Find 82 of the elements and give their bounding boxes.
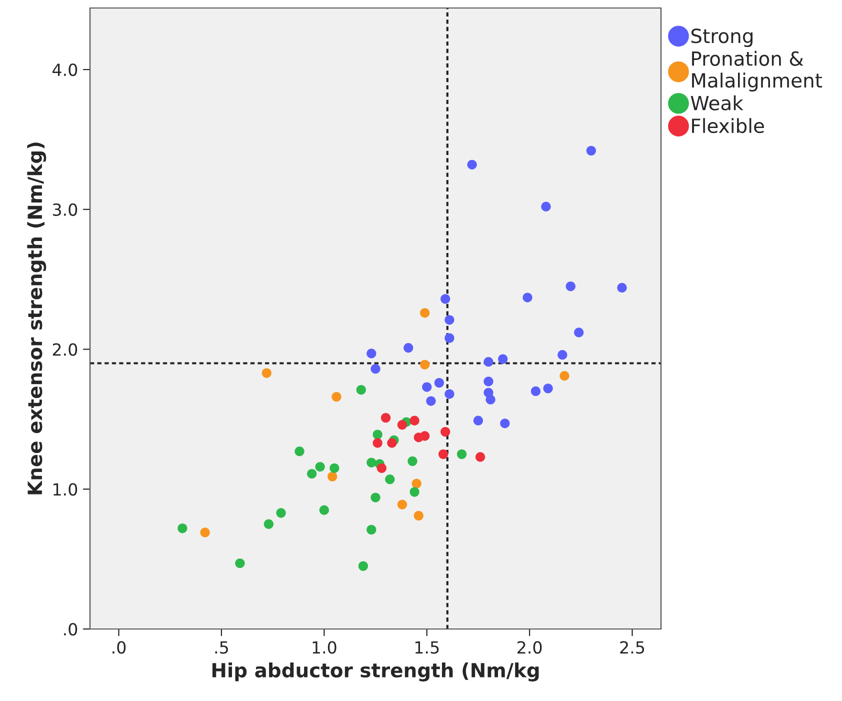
point [484,357,494,367]
legend-label: Weak [690,95,744,110]
point [262,368,272,378]
point [294,446,304,456]
point [330,463,340,473]
x-tick-label: 1.5 [415,641,439,654]
point [358,561,368,571]
point [307,468,317,479]
y-tick-label: 1.0 [54,483,78,496]
x-tick-label: 1.0 [312,641,336,654]
point [498,354,508,364]
point [366,348,376,358]
point [408,456,418,466]
legend-label: Strong [691,28,752,48]
point [434,378,444,388]
point [566,282,576,292]
point [574,328,584,338]
y-tick-label: 2.0 [52,343,78,356]
y-axis-title: Knee extensor strength (Nm/kg) [27,142,46,494]
point [410,487,420,497]
y-tick-label: 3.0 [52,203,78,216]
x-tick-label: .5 [215,641,228,654]
point [412,478,422,488]
point [372,438,382,448]
point [366,524,376,535]
point [473,416,484,426]
point [467,160,477,170]
point [484,376,494,386]
point [486,394,496,404]
point [440,426,450,437]
point [385,474,395,484]
point [617,282,627,293]
point [500,418,510,428]
point [586,146,596,156]
point [356,385,366,395]
point [328,472,338,482]
point [420,360,430,370]
point [456,449,467,459]
point [558,350,568,360]
point [315,462,325,472]
point [397,500,408,510]
x-axis-title: Hip abductor strength (Nm/kg [212,662,539,682]
point [276,508,286,518]
point [444,389,454,399]
point [541,202,551,212]
point [560,371,570,381]
point [404,343,414,353]
point [444,315,454,325]
point [387,438,397,448]
point [397,420,408,430]
point [178,523,188,534]
legend-label: Flexible [692,118,764,134]
legend-label: Pronation & Malalignment [692,50,822,92]
point [410,416,420,426]
point [235,558,245,568]
point [200,528,210,538]
point [370,492,380,502]
point [376,463,386,473]
point [264,519,274,529]
point [420,308,430,318]
x-tick-label: .0 [112,641,126,654]
point [444,333,454,343]
point [440,294,450,304]
point [422,382,432,392]
point [380,412,391,423]
point [370,364,380,374]
point [414,510,424,521]
point [420,431,430,441]
point [366,458,376,468]
point [522,292,532,302]
point [319,505,329,515]
x-tick-label: 2.5 [620,641,644,654]
point [543,384,553,394]
y-tick-label: .0 [64,622,78,636]
point [426,396,436,406]
x-tick-label: 2.0 [518,641,542,654]
point [475,452,486,462]
point [372,430,382,440]
point [332,392,342,402]
point [438,449,448,459]
point [530,386,541,396]
y-tick-label: 4.0 [52,64,78,76]
